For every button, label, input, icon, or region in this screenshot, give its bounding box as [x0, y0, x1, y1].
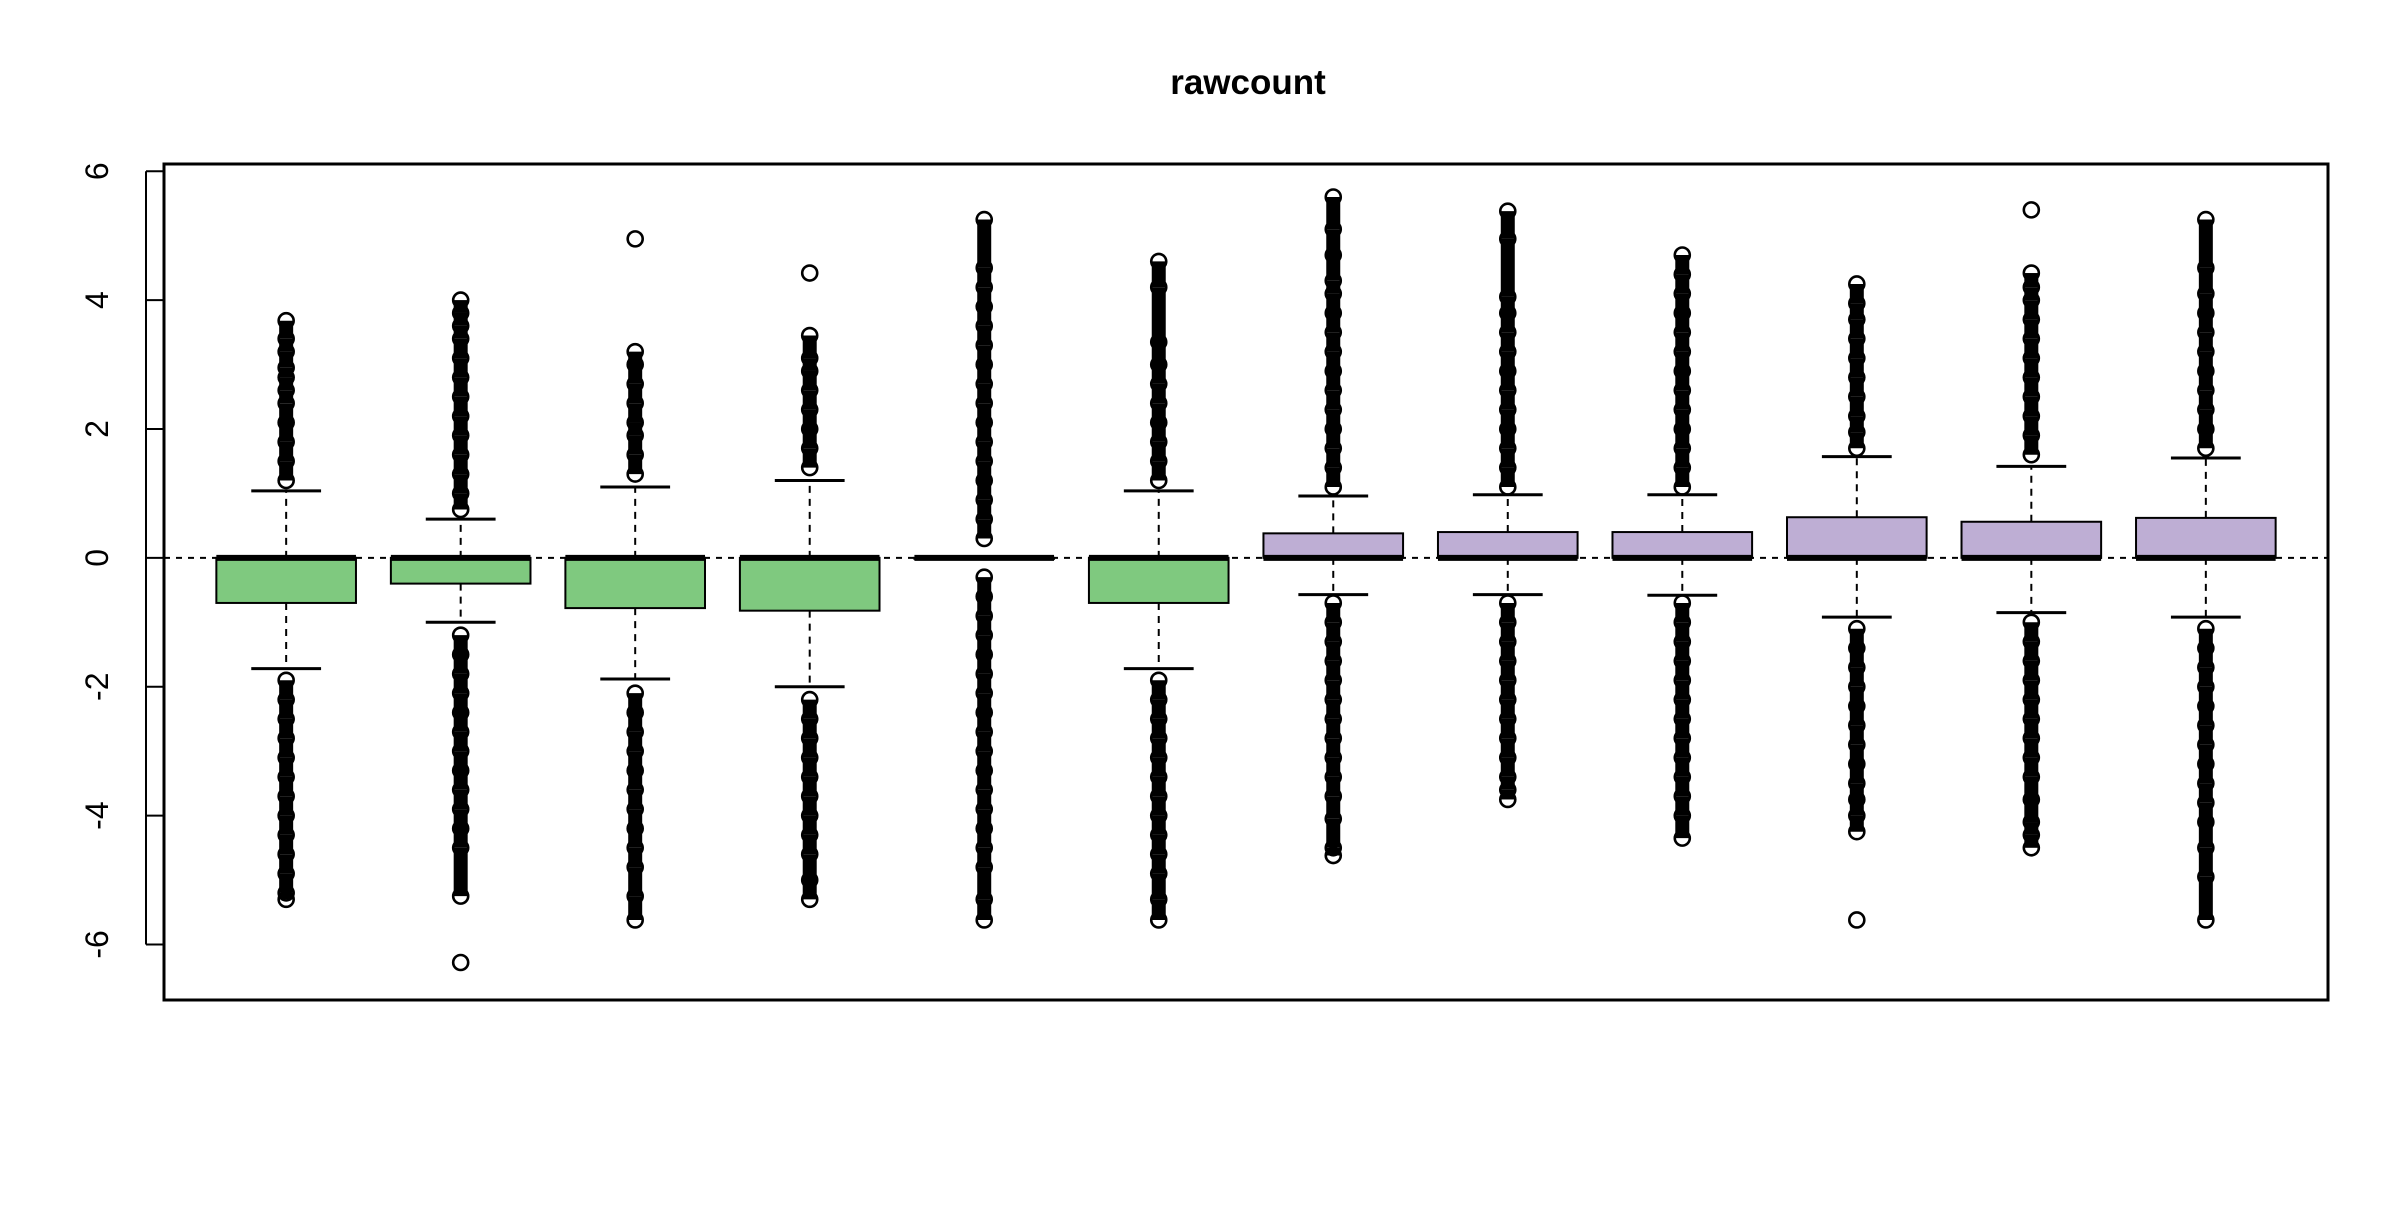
box-iqr [1087, 556, 1230, 604]
y-tick-label: 2 [79, 420, 115, 438]
outlier-point-high [626, 230, 644, 248]
box-iqr [215, 556, 357, 604]
box-iqr [1262, 532, 1405, 559]
box-iqr [389, 556, 532, 585]
outlier-point-low [451, 953, 470, 972]
box-iqr [1786, 516, 1928, 559]
plot-frame [162, 162, 2330, 1002]
y-tick-label: 6 [79, 162, 115, 180]
y-tick-label: -4 [79, 801, 115, 829]
outlier-point-high [800, 264, 819, 282]
chart-title: rawcount [1170, 63, 1326, 102]
y-tick-label: 0 [79, 549, 115, 567]
box-iqr [738, 556, 881, 612]
box-iqr [564, 556, 706, 610]
plot-area: -6 -4 -2 0 2 4 6 [79, 162, 2330, 1002]
box-iqr [1960, 520, 2103, 559]
outlier-point-low [1848, 911, 1866, 929]
box-iqr [1436, 531, 1579, 559]
outlier-point-high [2022, 201, 2041, 219]
y-tick-label: 4 [79, 291, 115, 309]
box-iqr [2135, 516, 2277, 559]
y-tick-label: -2 [79, 672, 115, 700]
y-tick-label: -6 [79, 930, 115, 958]
box-iqr [1611, 531, 1754, 559]
